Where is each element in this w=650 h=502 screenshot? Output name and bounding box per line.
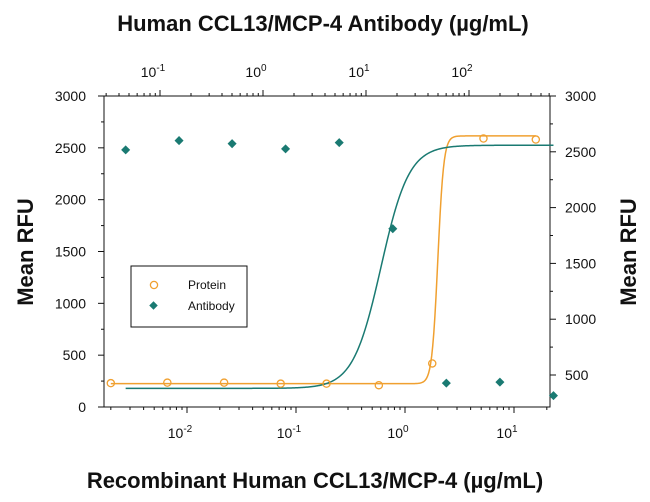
protein-point xyxy=(428,359,437,368)
x-axis-bottom-ticks: 10-2 10-1 100 101 xyxy=(110,407,548,441)
antibody-point xyxy=(441,378,451,388)
antibody-point xyxy=(174,136,184,146)
x-top-tick-label: 102 xyxy=(451,63,473,80)
y-left-tick-label: 1500 xyxy=(55,244,86,260)
y-left-tick-label: 3000 xyxy=(55,88,86,104)
protein-point xyxy=(531,135,541,144)
y-right-tick-label: 1500 xyxy=(565,255,596,271)
antibody-point xyxy=(281,144,291,154)
x-axis-top-ticks: 10-1 100 101 102 xyxy=(105,63,550,96)
y-right-tick-label: 2000 xyxy=(565,200,596,216)
y-left-tick-label: 2500 xyxy=(55,140,86,156)
antibody-point xyxy=(227,139,237,149)
fit-curve-antibody xyxy=(125,144,554,390)
y-right-tick-label: 1000 xyxy=(565,311,596,327)
chart-title: Human CCL13/MCP-4 Antibody (µg/mL) xyxy=(117,11,529,36)
legend-antibody-label: Antibody xyxy=(188,299,235,313)
x-top-tick-label: 101 xyxy=(348,63,370,80)
fit-curve-protein xyxy=(110,135,536,385)
y-left-tick-label: 0 xyxy=(78,399,86,415)
y-axis-right-ticks: 500 1000 1500 2000 2500 3000 xyxy=(550,88,596,383)
antibody-point xyxy=(121,145,131,155)
y-axis-left-ticks: 0 500 1000 1500 2000 2500 3000 xyxy=(55,88,104,415)
x-bottom-tick-label: 10-2 xyxy=(168,424,193,441)
antibody-point xyxy=(388,224,398,234)
y-left-tick-label: 1000 xyxy=(55,295,86,311)
y-right-tick-label: 2500 xyxy=(565,144,596,160)
protein-point xyxy=(219,378,229,387)
legend-protein-marker xyxy=(149,280,159,290)
x-axis-title: Recombinant Human CCL13/MCP-4 (µg/mL) xyxy=(87,468,543,493)
legend: Protein Antibody xyxy=(130,265,248,328)
protein-point xyxy=(276,379,285,388)
protein-point xyxy=(322,379,331,388)
antibody-point xyxy=(334,138,344,148)
legend-protein-label: Protein xyxy=(188,278,226,292)
protein-point xyxy=(374,380,384,390)
y-axis-title-right: Mean RFU xyxy=(616,198,641,306)
y-right-tick-label: 3000 xyxy=(565,88,596,104)
x-bottom-tick-label: 101 xyxy=(496,424,518,441)
y-left-tick-label: 2000 xyxy=(55,192,86,208)
x-top-tick-label: 10-1 xyxy=(141,63,166,80)
x-bottom-tick-label: 100 xyxy=(387,424,409,441)
x-top-tick-label: 100 xyxy=(245,63,267,80)
protein-point xyxy=(106,378,116,388)
legend-box xyxy=(130,265,248,328)
legend-antibody-marker xyxy=(149,301,158,310)
y-right-tick-label: 500 xyxy=(565,367,589,383)
protein-point xyxy=(479,134,488,143)
x-bottom-tick-label: 10-1 xyxy=(277,424,302,441)
y-axis-title-left: Mean RFU xyxy=(13,198,38,306)
protein-point xyxy=(163,378,172,387)
antibody-point xyxy=(495,377,505,387)
y-left-tick-label: 500 xyxy=(63,347,87,363)
fit-curves xyxy=(110,135,554,390)
